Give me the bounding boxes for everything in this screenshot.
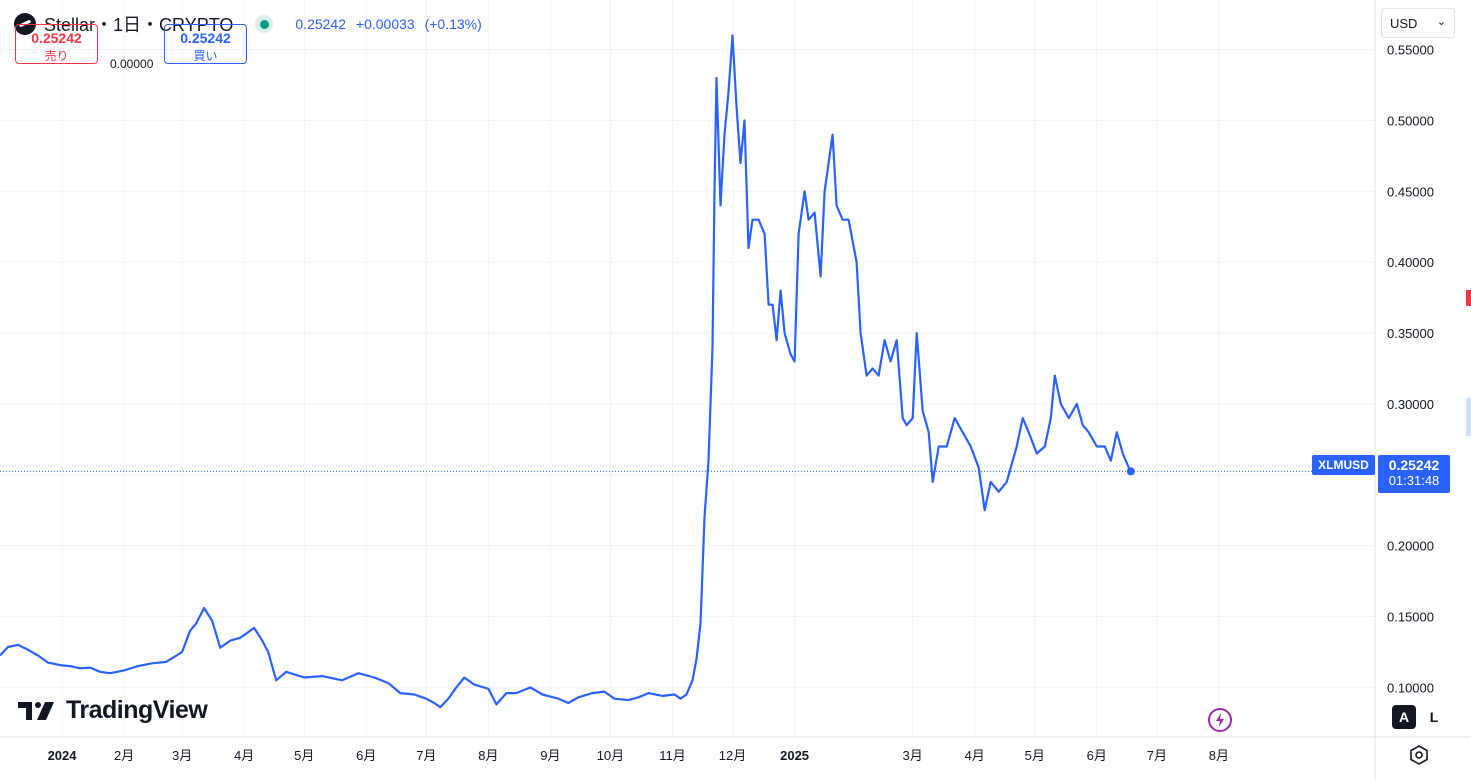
x-tick-label: 5月 — [1025, 748, 1045, 763]
currency-value: USD — [1390, 16, 1418, 31]
x-tick-label: 4月 — [234, 748, 254, 763]
price-line — [0, 34, 1132, 709]
x-tick-label: 6月 — [356, 748, 376, 763]
x-tick-label: 9月 — [540, 748, 560, 763]
buy-label: 買い — [193, 49, 218, 63]
tradingview-logo-icon — [18, 701, 54, 720]
y-tick-label: 0.40000 — [1387, 255, 1434, 270]
axis-price-tag: 0.25242 01:31:48 — [1378, 455, 1450, 493]
x-tick-label: 2月 — [114, 748, 134, 763]
y-tick-label: 0.35000 — [1387, 326, 1434, 341]
x-tick-label: 8月 — [478, 748, 498, 763]
last-price-dot — [1126, 467, 1135, 476]
price-change: +0.00033 — [355, 16, 415, 32]
market-status-icon[interactable] — [255, 15, 274, 33]
countdown: 01:31:48 — [1388, 473, 1440, 488]
x-tick-label: 8月 — [1209, 748, 1229, 763]
x-tick-label: 12月 — [719, 748, 746, 763]
symbol-tag: XLMUSD — [1312, 455, 1375, 475]
spread-value: 0.00000 — [110, 57, 154, 71]
currency-select[interactable]: USD ⌄ — [1381, 8, 1455, 38]
chart-header: Stellar・1日・CRYPTO 0.25242 +0.00033 (+0.1… — [14, 10, 488, 38]
x-tick-label: 2024 — [48, 748, 78, 763]
y-tick-label: 0.30000 — [1387, 397, 1434, 412]
x-tick-label: 3月 — [903, 748, 923, 763]
x-tick-label: 7月 — [1147, 748, 1167, 763]
buy-button[interactable]: 0.25242 買い — [164, 24, 247, 64]
axis-price: 0.25242 — [1388, 457, 1440, 473]
settings-icon[interactable] — [1408, 744, 1430, 766]
sell-label: 売り — [44, 49, 69, 63]
buy-price: 0.25242 — [180, 30, 231, 46]
y-tick-label: 0.20000 — [1387, 539, 1434, 554]
y-tick-label: 0.50000 — [1387, 113, 1434, 128]
y-tick-label: 0.15000 — [1387, 610, 1434, 625]
x-tick-label: 6月 — [1087, 748, 1107, 763]
x-tick-label: 4月 — [965, 748, 985, 763]
x-tick-label: 7月 — [416, 748, 436, 763]
y-tick-label: 0.10000 — [1387, 680, 1434, 695]
quote-summary: 0.25242 +0.00033 (+0.13%) — [295, 16, 487, 32]
sell-button[interactable]: 0.25242 売り — [15, 24, 98, 64]
x-tick-label: 10月 — [597, 748, 624, 763]
tradingview-watermark[interactable]: TradingView — [18, 696, 208, 725]
watermark-text: TradingView — [66, 696, 208, 724]
y-tick-label: 0.55000 — [1387, 43, 1434, 58]
symbol-title[interactable]: Stellar・1日・CRYPTO — [44, 15, 234, 35]
sell-price: 0.25242 — [31, 30, 82, 46]
chevron-down-icon: ⌄ — [1436, 16, 1446, 28]
x-tick-label: 11月 — [659, 748, 686, 763]
x-tick-label: 5月 — [294, 748, 314, 763]
scale-marker-blue — [1466, 398, 1471, 436]
x-tick-label: 2025 — [780, 748, 809, 763]
log-scale-button[interactable]: L — [1422, 705, 1446, 729]
scale-marker-red — [1466, 290, 1471, 306]
x-tick-label: 3月 — [172, 748, 192, 763]
y-tick-label: 0.45000 — [1387, 184, 1434, 199]
auto-scale-button[interactable]: A — [1392, 705, 1416, 729]
last-price: 0.25242 — [295, 16, 346, 32]
price-change-pct: (+0.13%) — [424, 16, 482, 32]
flash-icon[interactable] — [1207, 707, 1233, 733]
